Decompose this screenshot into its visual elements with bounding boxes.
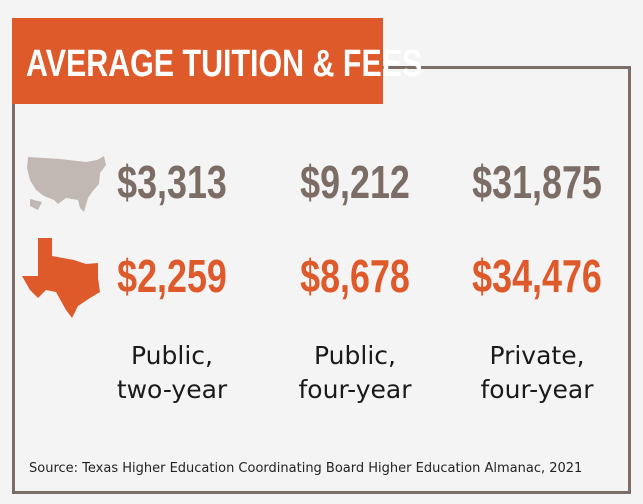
source: Source: Texas Higher Education Coordinat…: [29, 461, 582, 476]
value-group: $31,875: [472, 157, 602, 208]
column-label: four-year: [481, 375, 595, 404]
value: $8,678: [300, 251, 410, 302]
value-group: $8,678: [300, 251, 410, 302]
value-group: $34,476: [472, 251, 602, 302]
us-map-icon: [27, 156, 106, 212]
value-group: $9,212: [300, 157, 410, 208]
value: $9,212: [300, 157, 410, 208]
column-label: two-year: [117, 375, 228, 404]
value-group: $3,313: [117, 157, 227, 208]
column-label: Public,: [131, 341, 213, 370]
column-label: four-year: [299, 375, 413, 404]
value-group: $2,259: [117, 251, 227, 302]
title-box: [12, 18, 383, 104]
title-group: AVERAGE TUITION & FEES: [26, 43, 422, 85]
column-label: Private,: [489, 341, 584, 370]
value: $2,259: [117, 251, 227, 302]
value: $34,476: [472, 251, 602, 302]
texas-icon: [22, 238, 100, 318]
column-label: Public,: [314, 341, 396, 370]
title: AVERAGE TUITION & FEES: [26, 43, 422, 85]
value: $3,313: [117, 157, 227, 208]
value: $31,875: [472, 157, 602, 208]
